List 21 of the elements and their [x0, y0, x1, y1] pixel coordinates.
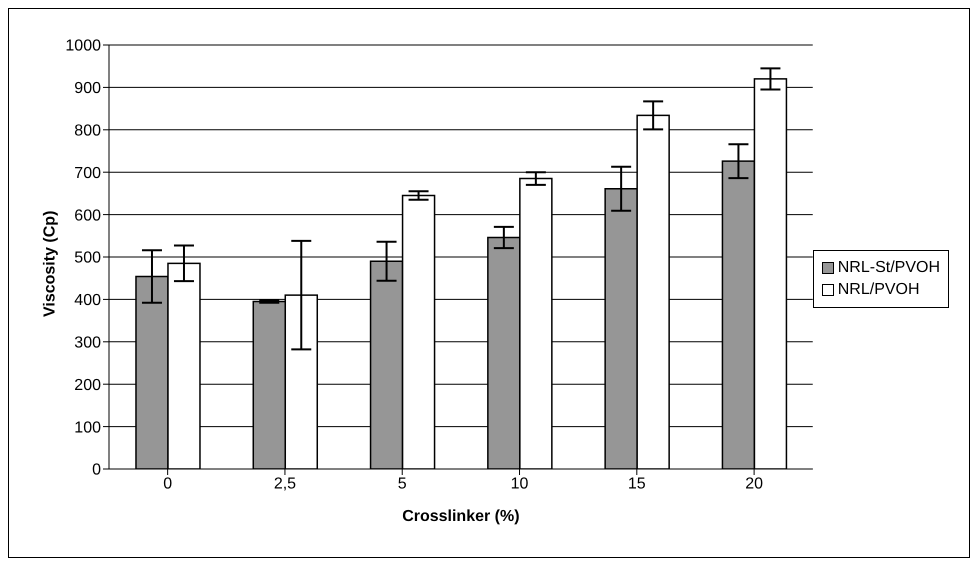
y-tick-label: 500 [74, 250, 102, 267]
x-tick-label: 0 [163, 475, 172, 492]
legend-label: NRL-St/PVOH [838, 258, 940, 278]
y-tick-label: 700 [74, 164, 102, 182]
y-tick-label: 900 [74, 80, 102, 98]
x-tick-label: 20 [745, 475, 764, 492]
x-tick-label: 10 [510, 475, 529, 492]
y-tick-label: 400 [74, 292, 102, 310]
y-axis-title: Viscosity (Cp) [42, 210, 59, 317]
y-tick-label: 300 [74, 334, 102, 352]
x-tick-label: 2,5 [274, 475, 296, 492]
y-tick-label: 600 [74, 207, 102, 224]
y-tick-label: 800 [74, 122, 102, 140]
y-tick-label: 0 [92, 462, 102, 479]
y-tick-label: 1000 [65, 38, 102, 55]
legend-label: NRL/PVOH [838, 280, 920, 300]
x-tick-label: 5 [398, 475, 407, 492]
y-tick-label: 100 [74, 419, 102, 436]
x-axis-title: Crosslinker (%) [402, 508, 520, 525]
y-tick-label: 200 [74, 376, 102, 394]
x-tick-label: 15 [628, 475, 646, 492]
